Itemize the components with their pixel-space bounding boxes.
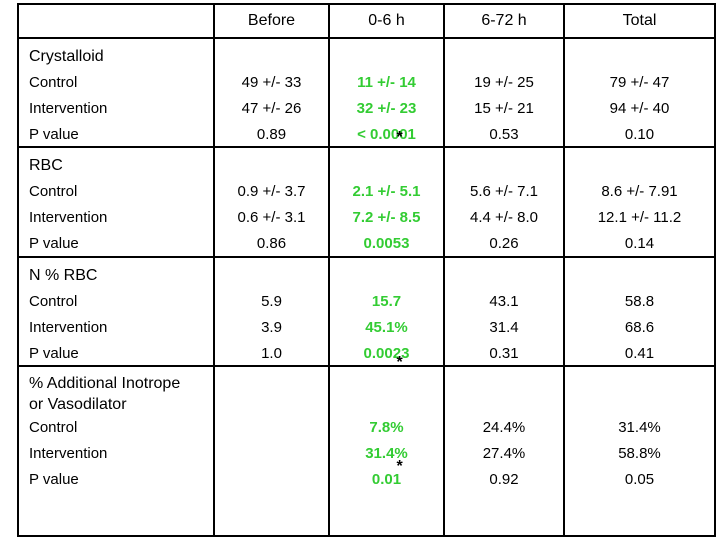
row-label-pvalue: P value [29, 126, 79, 143]
column-header-empty [19, 5, 215, 39]
value-control: 8.6 +/- 7.91 [601, 183, 678, 200]
value-pvalue: 0.53 [489, 126, 519, 143]
row-label-intervention: Intervention [29, 100, 108, 117]
row-label-control: Control [29, 74, 78, 91]
value-intervention: 31.4 [489, 319, 519, 336]
value-pvalue: 0.92 [489, 471, 519, 488]
value-intervention: 45.1% [365, 319, 408, 336]
row-label-pvalue: P value [29, 235, 79, 252]
significance-asterisk: * [396, 458, 403, 475]
value-pvalue: 0.10 [624, 126, 655, 143]
section-inotrope-labels: % Additional Inotrope or Vasodilator Con… [19, 367, 215, 535]
value-pvalue: 0.86 [256, 235, 287, 252]
column-header-0-6h: 0-6 h [330, 5, 445, 39]
row-label-control: Control [29, 419, 78, 436]
value-control: 43.1 [489, 293, 519, 310]
section-title: N % RBC [29, 267, 98, 284]
value-intervention: 12.1 +/- 11.2 [597, 209, 682, 226]
value-intervention: 4.4 +/- 8.0 [470, 209, 538, 226]
cell-crystalloid-6-72h: 19 +/- 25 15 +/- 21 0.53 [445, 39, 565, 148]
section-title: % Additional Inotrope [29, 375, 181, 392]
value-control: 2.1 +/- 5.1 [352, 183, 421, 200]
cell-inotrope-0-6h: 7.8% 31.4% 0.01 * [330, 367, 445, 535]
value-pvalue: 0.26 [489, 235, 519, 252]
value-control: 7.8% [369, 419, 404, 436]
section-title: Crystalloid [29, 48, 104, 65]
value-intervention: 47 +/- 26 [241, 100, 302, 117]
cell-rbc-6-72h: 5.6 +/- 7.1 4.4 +/- 8.0 0.26 [445, 148, 565, 258]
value-intervention: 7.2 +/- 8.5 [352, 209, 421, 226]
column-header-total: Total [565, 5, 714, 39]
cell-rbc-total: 8.6 +/- 7.91 12.1 +/- 11.2 0.14 [565, 148, 714, 258]
section-crystalloid-labels: Crystalloid Control Intervention P value [19, 39, 215, 148]
value-pvalue: 0.41 [624, 345, 655, 362]
value-control: 31.4% [618, 419, 661, 436]
row-label-intervention: Intervention [29, 445, 108, 462]
value-intervention: 68.6 [624, 319, 655, 336]
cell-inotrope-total: 31.4% 58.8% 0.05 [565, 367, 714, 535]
column-header-before: Before [215, 5, 330, 39]
value-control: 15.7 [371, 293, 402, 310]
value-intervention: 27.4% [482, 445, 526, 462]
value-control: 5.9 [261, 293, 282, 310]
value-control: 19 +/- 25 [474, 74, 534, 91]
section-title-line2: or Vasodilator [29, 396, 127, 413]
section-rbc-labels: RBC Control Intervention P value [19, 148, 215, 258]
value-control: 24.4% [482, 419, 526, 436]
column-header-6-72h: 6-72 h [445, 5, 565, 39]
row-label-intervention: Intervention [29, 319, 108, 336]
value-pvalue: 0.0023 [363, 345, 410, 362]
value-pvalue: 0.05 [624, 471, 655, 488]
value-intervention: 15 +/- 21 [474, 100, 534, 117]
value-intervention: 31.4% [365, 445, 408, 462]
value-pvalue: 0.31 [489, 345, 519, 362]
cell-n-rbc-0-6h: 15.7 45.1% 0.0023 * [330, 258, 445, 371]
cell-rbc-before: 0.9 +/- 3.7 0.6 +/- 3.1 0.86 [215, 148, 330, 258]
cell-n-rbc-total: 58.8 68.6 0.41 [565, 258, 714, 367]
section-n-rbc-labels: N % RBC Control Intervention P value [19, 258, 215, 367]
value-pvalue: 1.0 [261, 345, 282, 362]
value-intervention: 94 +/- 40 [609, 100, 670, 117]
cell-crystalloid-0-6h: 11 +/- 14 32 +/- 23 < 0.0001 * [330, 39, 445, 148]
section-title: RBC [29, 157, 63, 174]
value-intervention: 32 +/- 23 [356, 100, 417, 117]
value-pvalue: 0.01 [371, 471, 402, 488]
results-table: Before 0-6 h 6-72 h Total Crystalloid Co… [17, 3, 716, 537]
cell-inotrope-6-72h: 24.4% 27.4% 0.92 [445, 367, 565, 535]
row-label-control: Control [29, 183, 78, 200]
cell-n-rbc-before: 5.9 3.9 1.0 [215, 258, 330, 367]
cell-n-rbc-6-72h: 43.1 31.4 0.31 [445, 258, 565, 367]
row-label-pvalue: P value [29, 345, 79, 362]
value-pvalue: < 0.0001 [357, 126, 416, 143]
value-control: 11 +/- 14 [357, 74, 416, 91]
cell-inotrope-before [215, 367, 330, 535]
value-intervention: 58.8% [618, 445, 661, 462]
row-label-control: Control [29, 293, 78, 310]
value-pvalue: 0.89 [256, 126, 287, 143]
row-label-intervention: Intervention [29, 209, 108, 226]
value-intervention: 0.6 +/- 3.1 [237, 209, 306, 226]
value-pvalue: 0.0053 [363, 235, 410, 252]
cell-crystalloid-before: 49 +/- 33 47 +/- 26 0.89 [215, 39, 330, 148]
value-control: 49 +/- 33 [241, 74, 302, 91]
value-control: 79 +/- 47 [609, 74, 670, 91]
row-label-pvalue: P value [29, 471, 79, 488]
cell-rbc-0-6h: 2.1 +/- 5.1 7.2 +/- 8.5 0.0053 [330, 148, 445, 258]
value-pvalue: 0.14 [624, 235, 655, 252]
value-intervention: 3.9 [261, 319, 282, 336]
significance-asterisk: * [396, 354, 403, 371]
significance-asterisk: * [396, 129, 403, 146]
value-control: 0.9 +/- 3.7 [237, 183, 306, 200]
value-control: 58.8 [624, 293, 655, 310]
value-control: 5.6 +/- 7.1 [470, 183, 538, 200]
cell-crystalloid-total: 79 +/- 47 94 +/- 40 0.10 [565, 39, 714, 148]
